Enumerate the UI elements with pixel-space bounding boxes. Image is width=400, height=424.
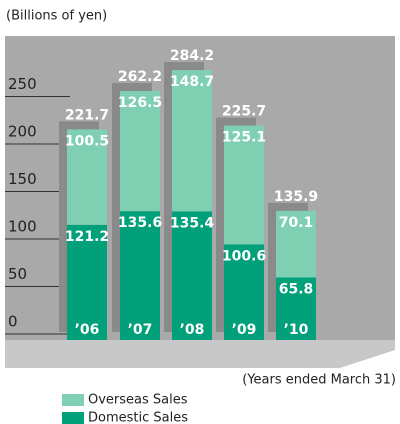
bar-segment <box>224 244 264 340</box>
value-label: 121.2 <box>65 229 109 245</box>
bar-segment <box>120 91 160 212</box>
x-tick-label: ’09 <box>232 322 257 338</box>
floor <box>5 340 395 368</box>
total-label: 284.2 <box>170 48 214 64</box>
bar-segment <box>120 211 160 340</box>
total-label: 221.7 <box>65 107 109 123</box>
value-label: 135.6 <box>118 215 162 231</box>
bar-segment <box>172 70 212 212</box>
y-tick-label: 250 <box>8 75 37 93</box>
x-tick-label: ’06 <box>75 322 100 338</box>
y-tick-label: 0 <box>8 313 18 331</box>
chart-title: (Billions of yen) <box>6 9 107 24</box>
value-label: 135.4 <box>170 215 215 231</box>
legend-swatch <box>62 394 84 406</box>
value-label: 65.8 <box>279 281 314 297</box>
bar-segment <box>172 211 212 340</box>
value-label: 126.5 <box>118 95 162 111</box>
x-tick-label: ’07 <box>128 322 153 338</box>
bar-segment <box>276 277 316 340</box>
total-label: 225.7 <box>222 104 266 120</box>
bar-segment <box>224 125 264 245</box>
value-label: 148.7 <box>170 74 214 90</box>
x-axis-label: (Years ended March 31) <box>242 373 396 388</box>
legend-label: Overseas Sales <box>88 393 188 408</box>
y-tick-label: 200 <box>8 123 37 141</box>
bar-segment <box>276 210 316 278</box>
total-label: 135.9 <box>274 189 318 205</box>
value-label: 100.5 <box>65 133 109 149</box>
value-label: 125.1 <box>222 130 266 146</box>
bar-segment <box>67 224 107 340</box>
y-tick-label: 50 <box>8 265 27 283</box>
legend-swatch <box>62 412 84 424</box>
value-label: 70.1 <box>279 215 314 231</box>
total-label: 262.2 <box>118 69 162 85</box>
y-tick-label: 150 <box>8 170 37 188</box>
value-label: 100.6 <box>222 248 266 264</box>
bar-segment <box>67 129 107 225</box>
y-tick-label: 100 <box>8 218 37 236</box>
legend-label: Domestic Sales <box>88 411 188 424</box>
x-tick-label: ’10 <box>284 322 309 338</box>
x-tick-label: ’08 <box>180 322 205 338</box>
